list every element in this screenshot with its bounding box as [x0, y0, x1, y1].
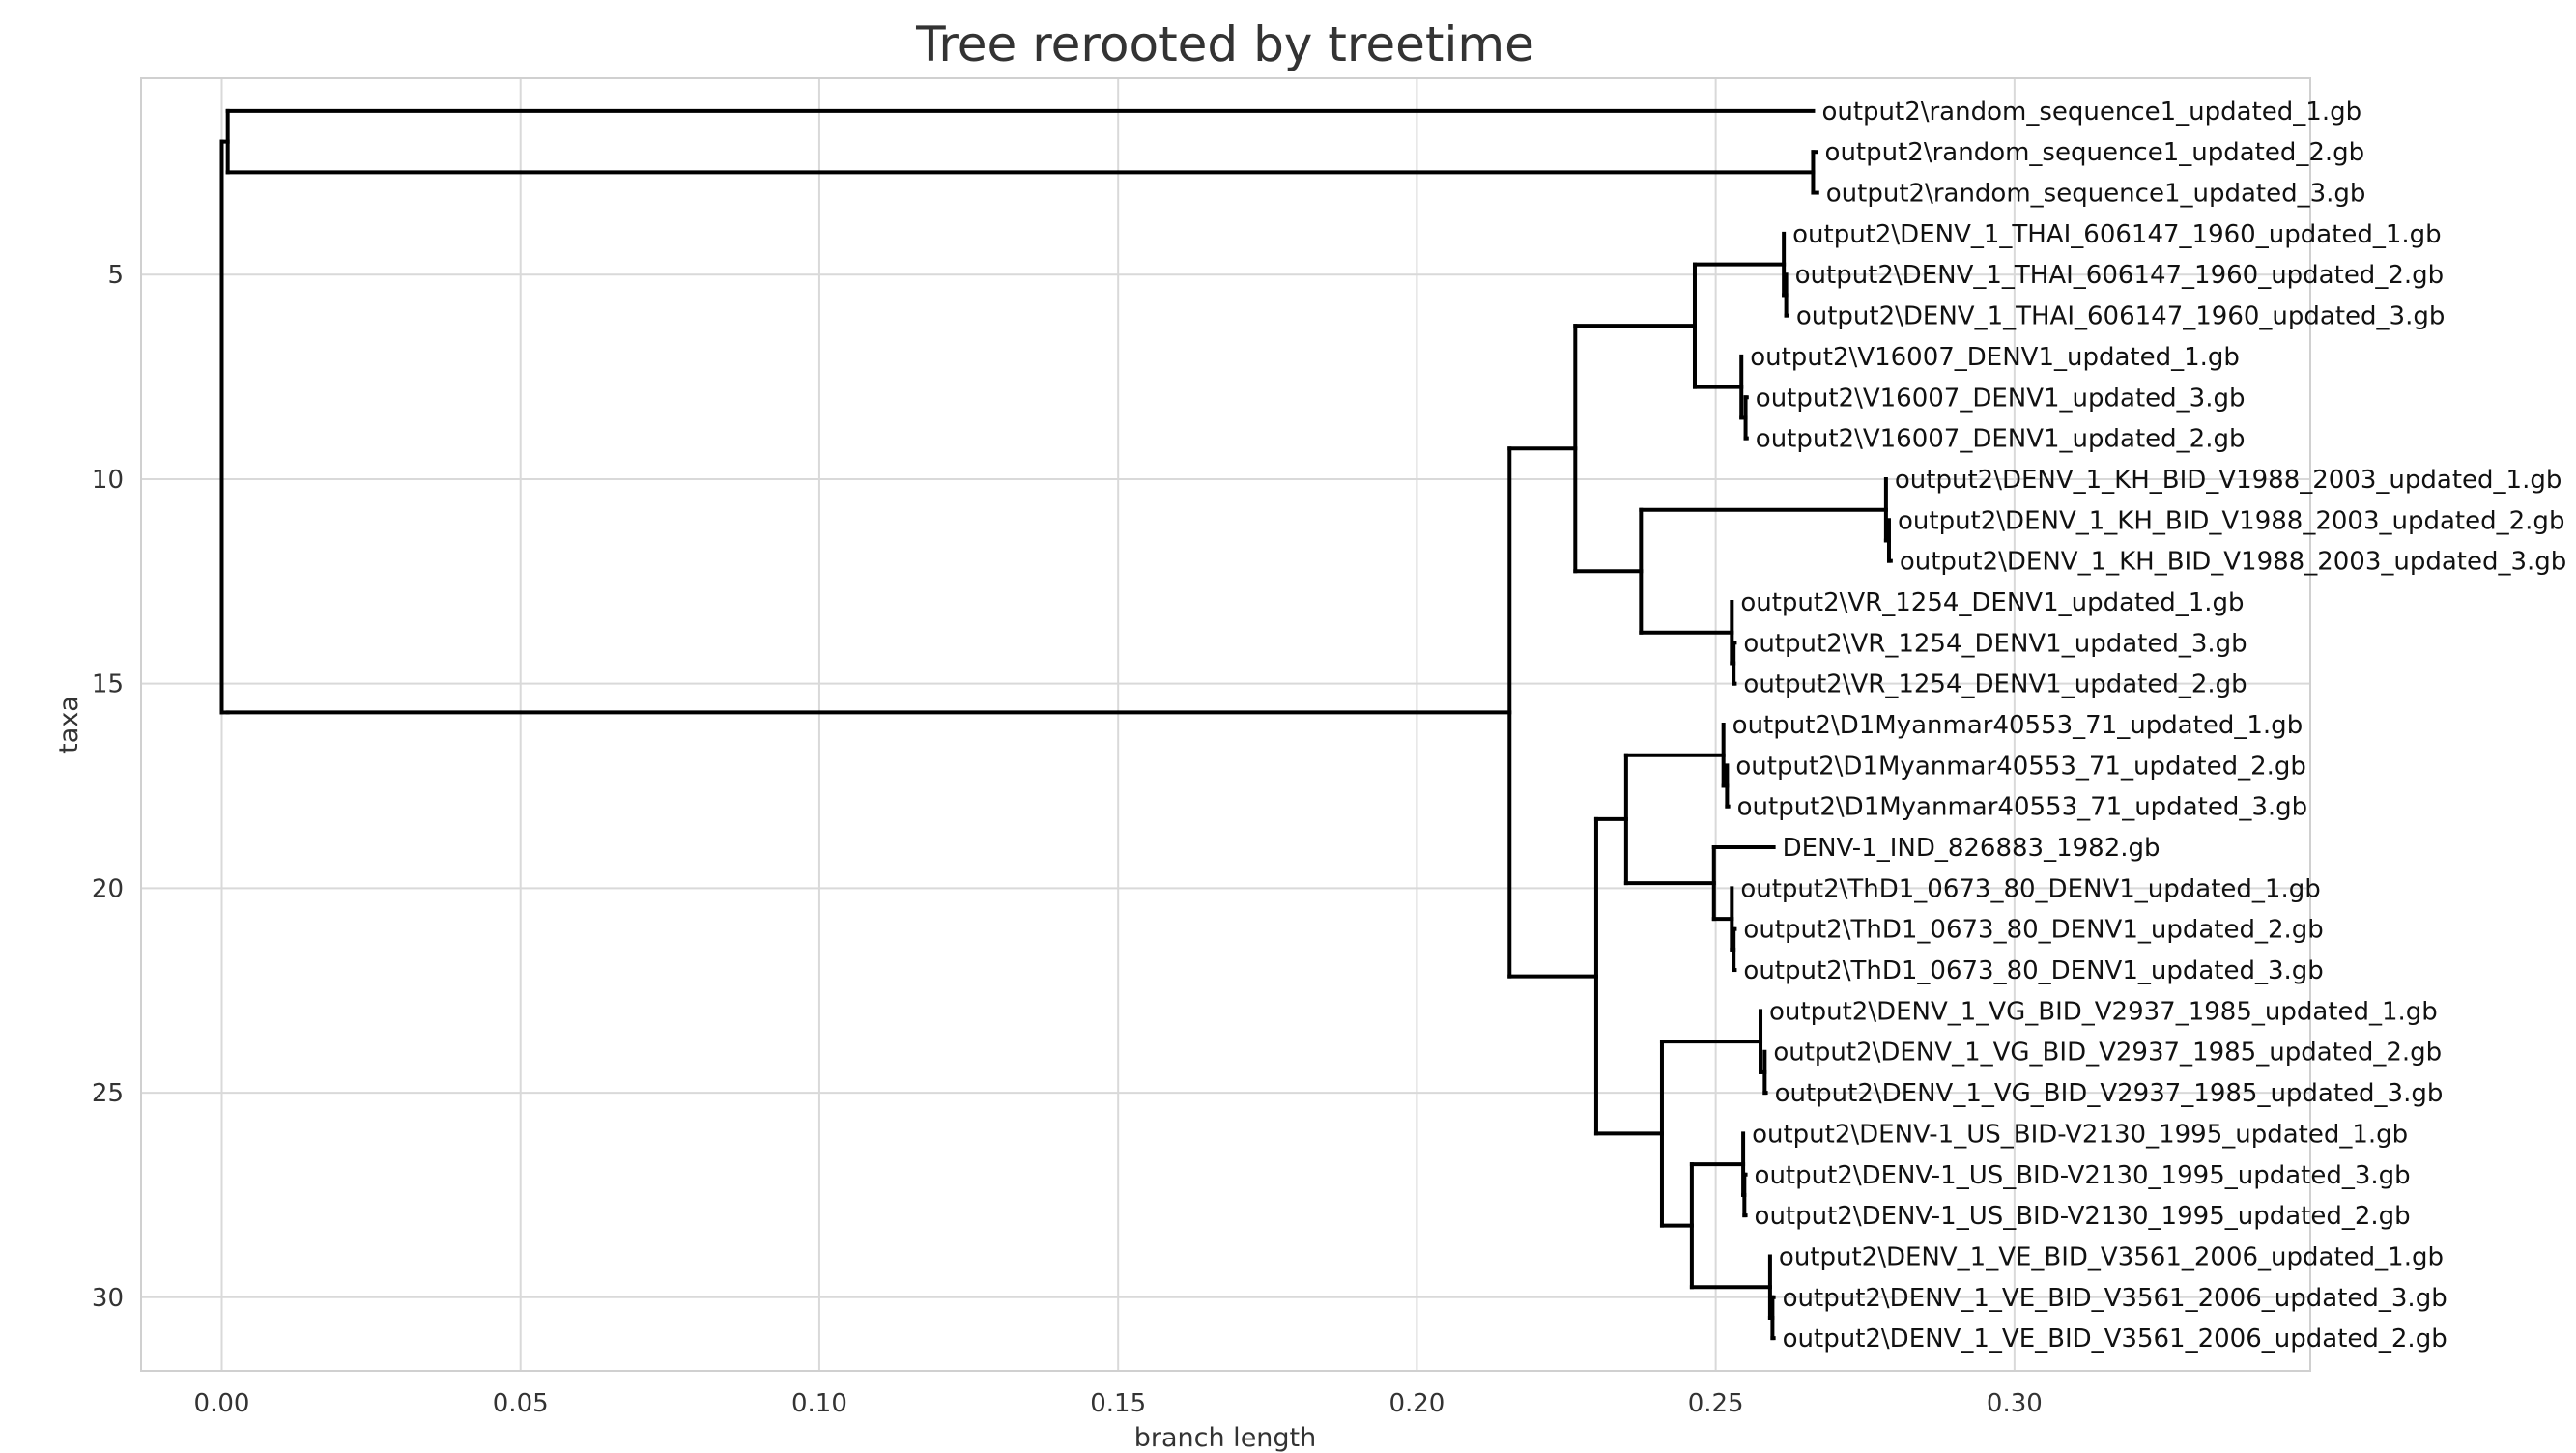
y-axis-label: taxa [54, 696, 84, 754]
x-tick-label: 0.20 [1388, 1389, 1445, 1418]
y-tick-label: 15 [92, 670, 124, 699]
tip-label: output2\D1Myanmar40553_71_updated_3.gb [1737, 793, 2308, 822]
tip-label: output2\VR_1254_DENV1_updated_1.gb [1740, 588, 2244, 617]
tip-label: output2\DENV_1_KH_BID_V1988_2003_updated… [1895, 466, 2562, 495]
x-tick-label: 0.25 [1688, 1389, 1744, 1418]
tip-label: output2\DENV_1_VE_BID_V3561_2006_updated… [1783, 1325, 2447, 1353]
plot-frame [140, 77, 2311, 1372]
tip-label: output2\DENV_1_VG_BID_V2937_1985_updated… [1775, 1079, 2444, 1108]
tip-label: output2\VR_1254_DENV1_updated_2.gb [1743, 670, 2247, 699]
x-axis-ticks: 0.00 0.05 0.10 0.15 0.20 0.25 0.30 [194, 1389, 2043, 1418]
tip-label: output2\D1Myanmar40553_71_updated_2.gb [1735, 752, 2306, 781]
x-tick-label: 0.30 [1987, 1389, 2043, 1418]
x-tick-label: 0.15 [1090, 1389, 1146, 1418]
y-tick-label: 30 [92, 1284, 124, 1313]
tip-label: output2\DENV-1_US_BID-V2130_1995_updated… [1752, 1120, 2408, 1149]
y-tick-label: 20 [92, 874, 124, 903]
x-tick-label: 0.00 [194, 1389, 250, 1418]
x-tick-label: 0.10 [791, 1389, 847, 1418]
tip-label: output2\DENV_1_THAI_606147_1960_updated_… [1796, 302, 2446, 331]
tip-label: output2\DENV_1_VG_BID_V2937_1985_updated… [1769, 997, 2438, 1026]
tip-label: output2\random_sequence1_updated_1.gb [1821, 98, 2361, 127]
tip-label: output2\random_sequence1_updated_2.gb [1825, 138, 2365, 167]
tip-label: output2\VR_1254_DENV1_updated_3.gb [1743, 629, 2247, 658]
tip-label: output2\random_sequence1_updated_3.gb [1826, 180, 2366, 209]
tip-label: DENV-1_IND_826883_1982.gb [1783, 834, 2161, 863]
tip-label: output2\D1Myanmar40553_71_updated_1.gb [1732, 711, 2304, 740]
tip-label: output2\DENV-1_US_BID-V2130_1995_updated… [1755, 1202, 2411, 1231]
tip-label: output2\ThD1_0673_80_DENV1_updated_1.gb [1740, 874, 2320, 903]
x-axis-label: branch length [1134, 1423, 1317, 1453]
tip-label: output2\V16007_DENV1_updated_3.gb [1756, 384, 2246, 413]
tip-label: output2\V16007_DENV1_updated_1.gb [1750, 343, 2240, 372]
tip-label: output2\DENV-1_US_BID-V2130_1995_updated… [1755, 1161, 2411, 1190]
tip-label: output2\ThD1_0673_80_DENV1_updated_2.gb [1743, 916, 2323, 945]
y-tick-label: 5 [107, 261, 124, 290]
tip-label: output2\V16007_DENV1_updated_2.gb [1756, 425, 2246, 454]
tip-label: output2\DENV_1_THAI_606147_1960_updated_… [1792, 220, 2442, 249]
tree-branches [219, 108, 1893, 1341]
grid [141, 78, 2310, 1371]
y-tick-label: 10 [92, 466, 124, 495]
y-axis-ticks: 5 10 15 20 25 30 [92, 261, 124, 1313]
tip-label: output2\DENV_1_VG_BID_V2937_1985_updated… [1773, 1039, 2442, 1068]
tip-label: output2\DENV_1_VE_BID_V3561_2006_updated… [1783, 1284, 2447, 1313]
tip-label: output2\DENV_1_VE_BID_V3561_2006_updated… [1779, 1242, 2444, 1271]
chart-title: Tree rerooted by treetime [915, 16, 1534, 72]
tip-label: output2\DENV_1_KH_BID_V1988_2003_updated… [1898, 506, 2564, 535]
tip-label: output2\ThD1_0673_80_DENV1_updated_3.gb [1743, 956, 2323, 985]
x-tick-label: 0.05 [493, 1389, 549, 1418]
tip-label: output2\DENV_1_THAI_606147_1960_updated_… [1795, 261, 2445, 290]
y-tick-label: 25 [92, 1079, 124, 1108]
tip-label: output2\DENV_1_KH_BID_V1988_2003_updated… [1900, 548, 2566, 577]
tip-labels: output2\random_sequence1_updated_1.gbout… [1732, 98, 2567, 1353]
